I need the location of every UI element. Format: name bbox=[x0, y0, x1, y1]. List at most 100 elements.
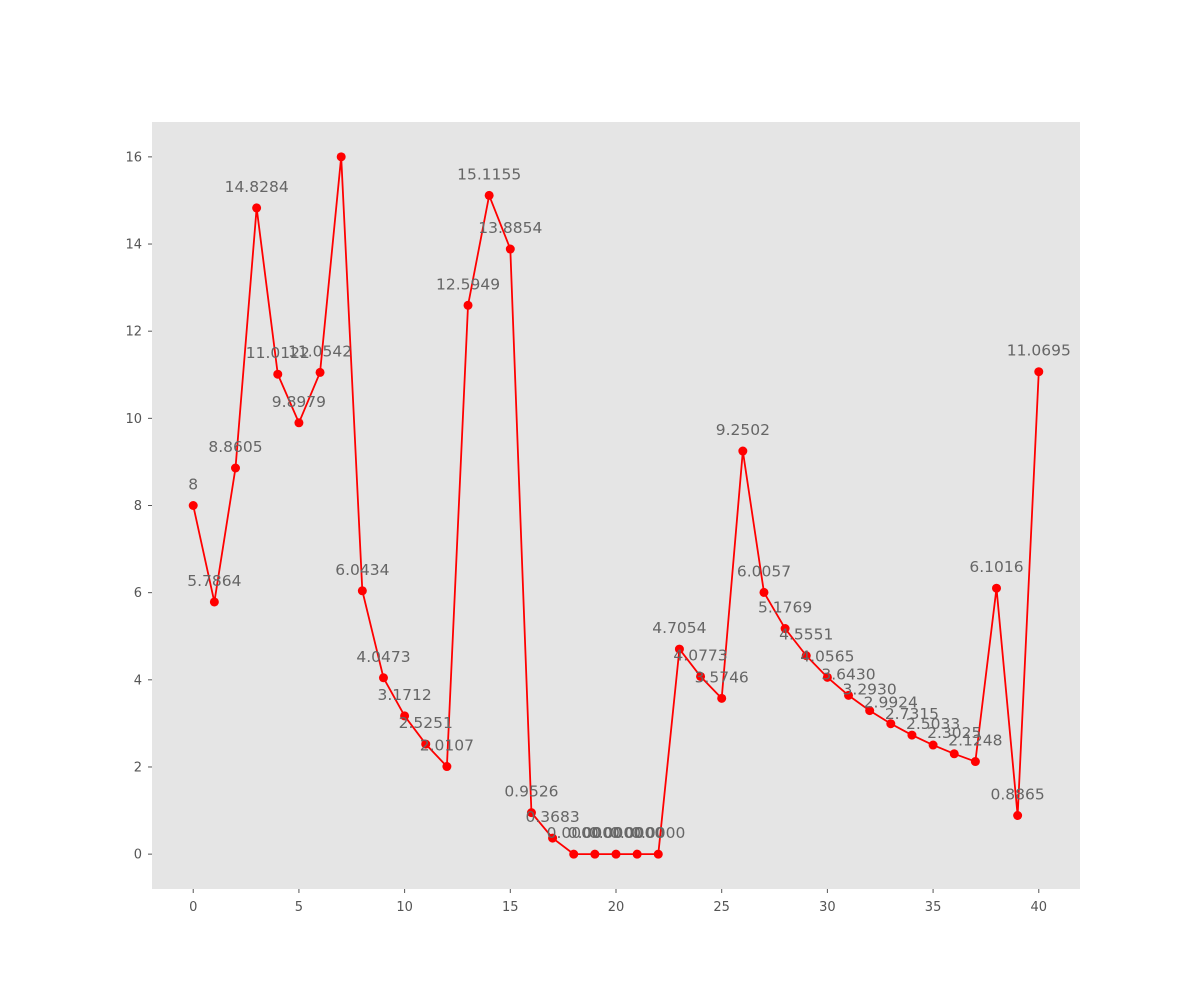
x-axis: 0 5 10 15 20 25 30 35 40 bbox=[189, 889, 1047, 915]
data-point bbox=[696, 671, 706, 681]
data-point bbox=[590, 849, 600, 859]
x-tick-label: 35 bbox=[925, 900, 942, 915]
data-label: 3.5746 bbox=[695, 668, 749, 686]
data-label: 6.0057 bbox=[737, 562, 791, 580]
data-point bbox=[526, 808, 536, 818]
data-label: 11.0695 bbox=[1007, 342, 1071, 360]
y-tick-label: 12 bbox=[125, 325, 142, 340]
y-tick-label: 10 bbox=[125, 412, 142, 427]
data-label: 0.0000 bbox=[568, 824, 622, 842]
data-point bbox=[273, 369, 283, 379]
y-tick-label: 0 bbox=[134, 848, 142, 863]
data-point bbox=[421, 739, 431, 749]
data-label: 2.5033 bbox=[906, 715, 960, 733]
data-label: 4.0473 bbox=[356, 648, 410, 666]
y-tick-label: 16 bbox=[125, 150, 142, 165]
data-label: 11.0122 bbox=[246, 344, 310, 362]
data-labels: 8 5.7864 8.8605 14.8284 11.0122 9.8979 11.0542… bbox=[187, 165, 1071, 842]
data-label: 0.8865 bbox=[991, 786, 1045, 804]
data-label: 4.0565 bbox=[800, 647, 854, 665]
x-tick-label: 25 bbox=[713, 900, 730, 915]
data-point bbox=[992, 583, 1002, 593]
data-label: 5.7864 bbox=[187, 572, 241, 590]
data-label: 2.5251 bbox=[399, 714, 453, 732]
data-label: 3.6430 bbox=[821, 665, 875, 683]
data-label: 4.0773 bbox=[673, 646, 727, 664]
data-point bbox=[400, 711, 410, 721]
data-point bbox=[928, 740, 938, 750]
data-point bbox=[844, 690, 854, 700]
data-point bbox=[442, 762, 452, 772]
data-point bbox=[801, 651, 811, 661]
data-label: 13.8854 bbox=[478, 219, 542, 237]
data-point bbox=[1034, 367, 1044, 377]
data-point bbox=[674, 644, 684, 654]
data-point bbox=[484, 190, 494, 200]
data-label: 12.5949 bbox=[436, 275, 500, 293]
data-point bbox=[632, 849, 642, 859]
x-tick-label: 15 bbox=[502, 900, 519, 915]
data-point bbox=[188, 501, 198, 510]
data-label: 0.0000 bbox=[610, 824, 664, 842]
data-label: 0.0000 bbox=[631, 824, 685, 842]
data-label: 9.8979 bbox=[272, 393, 326, 411]
data-label: 6.0434 bbox=[335, 561, 389, 579]
series-layer bbox=[188, 152, 1044, 859]
data-label: 2.9924 bbox=[864, 694, 918, 712]
x-tick-label: 40 bbox=[1031, 900, 1048, 915]
data-point bbox=[315, 367, 325, 377]
data-label: 3.1712 bbox=[377, 686, 431, 704]
data-point bbox=[780, 624, 790, 634]
x-tick-label: 10 bbox=[396, 900, 413, 915]
data-label: 8.8605 bbox=[208, 438, 262, 456]
data-point bbox=[970, 757, 980, 767]
y-tick-label: 8 bbox=[134, 499, 142, 514]
data-point bbox=[717, 693, 727, 703]
data-point bbox=[865, 706, 875, 716]
data-point bbox=[548, 833, 558, 843]
data-label: 2.1248 bbox=[948, 732, 1002, 750]
y-axis: 0 2 4 6 8 10 12 14 16 bbox=[125, 150, 152, 863]
data-point bbox=[252, 203, 262, 213]
data-point bbox=[653, 849, 663, 859]
data-label: 2.3025 bbox=[927, 724, 981, 742]
data-label: 4.5551 bbox=[779, 626, 833, 644]
data-label: 0.9526 bbox=[504, 783, 558, 801]
y-tick-label: 14 bbox=[125, 238, 142, 253]
data-label: 8 bbox=[188, 476, 198, 494]
data-point bbox=[822, 672, 832, 682]
data-point bbox=[886, 719, 896, 729]
data-point bbox=[378, 673, 388, 683]
data-point bbox=[1013, 811, 1023, 821]
data-label: 3.2930 bbox=[843, 681, 897, 699]
data-point bbox=[463, 300, 473, 310]
data-label: 6.1016 bbox=[969, 558, 1023, 576]
data-label: 0.0000 bbox=[547, 824, 601, 842]
data-point bbox=[759, 587, 769, 597]
y-tick-label: 6 bbox=[134, 586, 142, 601]
data-point bbox=[611, 849, 621, 859]
data-label: 14.8284 bbox=[225, 178, 289, 196]
x-tick-label: 20 bbox=[608, 900, 625, 915]
data-label: 15.1155 bbox=[457, 165, 521, 183]
plot-area bbox=[152, 122, 1080, 889]
data-label: 11.0542 bbox=[288, 342, 352, 360]
y-tick-label: 4 bbox=[134, 673, 142, 688]
data-label: 5.1769 bbox=[758, 599, 812, 617]
data-label: 0.0000 bbox=[589, 824, 643, 842]
x-tick-label: 0 bbox=[189, 900, 197, 915]
data-label: 2.7315 bbox=[885, 705, 939, 723]
data-label: 9.2502 bbox=[716, 421, 770, 439]
data-label: 2.0107 bbox=[420, 737, 474, 755]
data-point bbox=[294, 418, 304, 428]
data-label: 0.3683 bbox=[525, 808, 579, 826]
data-point bbox=[907, 730, 917, 740]
x-tick-label: 5 bbox=[295, 900, 303, 915]
x-tick-label: 30 bbox=[819, 900, 836, 915]
data-label: 4.7054 bbox=[652, 619, 706, 637]
data-point bbox=[738, 446, 748, 456]
y-tick-label: 2 bbox=[134, 760, 142, 775]
data-point bbox=[569, 849, 579, 859]
